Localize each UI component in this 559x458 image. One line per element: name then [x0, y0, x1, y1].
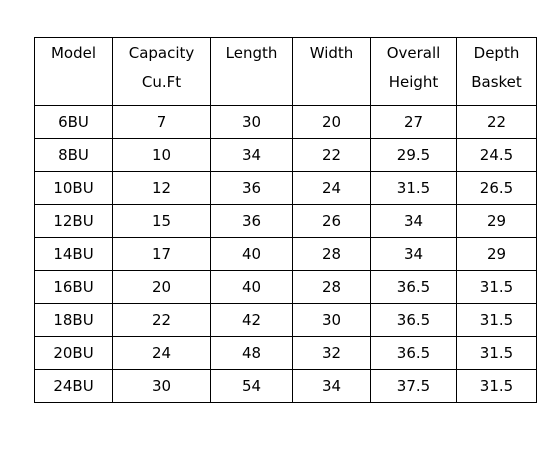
- specifications-table: Model Capacity Cu.Ft Length Width Overal…: [34, 37, 537, 403]
- depth-basket-cell: 31.5: [456, 336, 537, 370]
- model-cell: 6BU: [34, 105, 113, 139]
- length-cell: 30: [210, 105, 293, 139]
- overall-height-cell: 36.5: [370, 336, 457, 370]
- table-row: 20BU 24 48 32 36.5 31.5: [34, 336, 537, 370]
- depth-basket-cell: 24.5: [456, 138, 537, 172]
- depth-basket-cell: 31.5: [456, 270, 537, 304]
- overall-height-cell: 34: [370, 237, 457, 271]
- model-cell: 14BU: [34, 237, 113, 271]
- width-cell: 28: [292, 270, 371, 304]
- depth-basket-cell: 31.5: [456, 369, 537, 403]
- width-cell: 30: [292, 303, 371, 337]
- table-row: 16BU 20 40 28 36.5 31.5: [34, 270, 537, 304]
- depth-basket-cell: 26.5: [456, 171, 537, 205]
- header-depth-basket: Depth Basket: [456, 37, 537, 106]
- width-cell: 32: [292, 336, 371, 370]
- width-cell: 34: [292, 369, 371, 403]
- model-cell: 18BU: [34, 303, 113, 337]
- header-model: Model: [34, 37, 113, 106]
- depth-basket-cell: 22: [456, 105, 537, 139]
- length-cell: 34: [210, 138, 293, 172]
- capacity-cell: 10: [112, 138, 211, 172]
- overall-height-cell: 37.5: [370, 369, 457, 403]
- overall-height-cell: 31.5: [370, 171, 457, 205]
- length-cell: 42: [210, 303, 293, 337]
- overall-height-cell: 27: [370, 105, 457, 139]
- length-cell: 40: [210, 237, 293, 271]
- header-row: Model Capacity Cu.Ft Length Width Overal…: [34, 37, 537, 106]
- header-length: Length: [210, 37, 293, 106]
- model-cell: 16BU: [34, 270, 113, 304]
- table-header: Model Capacity Cu.Ft Length Width Overal…: [34, 37, 537, 106]
- table-row: 18BU 22 42 30 36.5 31.5: [34, 303, 537, 337]
- length-cell: 40: [210, 270, 293, 304]
- capacity-cell: 22: [112, 303, 211, 337]
- model-cell: 10BU: [34, 171, 113, 205]
- model-cell: 20BU: [34, 336, 113, 370]
- header-overall-height: Overall Height: [370, 37, 457, 106]
- length-cell: 48: [210, 336, 293, 370]
- length-cell: 36: [210, 171, 293, 205]
- overall-height-cell: 36.5: [370, 270, 457, 304]
- width-cell: 22: [292, 138, 371, 172]
- length-cell: 36: [210, 204, 293, 238]
- capacity-cell: 12: [112, 171, 211, 205]
- table-row: 14BU 17 40 28 34 29: [34, 237, 537, 271]
- table-row: 24BU 30 54 34 37.5 31.5: [34, 369, 537, 403]
- table-row: 6BU 7 30 20 27 22: [34, 105, 537, 139]
- model-cell: 12BU: [34, 204, 113, 238]
- header-capacity: Capacity Cu.Ft: [112, 37, 211, 106]
- table-row: 8BU 10 34 22 29.5 24.5: [34, 138, 537, 172]
- table-row: 10BU 12 36 24 31.5 26.5: [34, 171, 537, 205]
- overall-height-cell: 29.5: [370, 138, 457, 172]
- capacity-cell: 30: [112, 369, 211, 403]
- width-cell: 26: [292, 204, 371, 238]
- header-width: Width: [292, 37, 371, 106]
- table-row: 12BU 15 36 26 34 29: [34, 204, 537, 238]
- depth-basket-cell: 29: [456, 204, 537, 238]
- capacity-cell: 20: [112, 270, 211, 304]
- table-body: 6BU 7 30 20 27 22 8BU 10 34 22 29.5 24.5 10BU 12 36 24 3…: [34, 105, 537, 403]
- model-cell: 8BU: [34, 138, 113, 172]
- capacity-cell: 7: [112, 105, 211, 139]
- model-cell: 24BU: [34, 369, 113, 403]
- capacity-cell: 15: [112, 204, 211, 238]
- width-cell: 28: [292, 237, 371, 271]
- capacity-cell: 24: [112, 336, 211, 370]
- length-cell: 54: [210, 369, 293, 403]
- capacity-cell: 17: [112, 237, 211, 271]
- depth-basket-cell: 31.5: [456, 303, 537, 337]
- width-cell: 24: [292, 171, 371, 205]
- overall-height-cell: 34: [370, 204, 457, 238]
- depth-basket-cell: 29: [456, 237, 537, 271]
- overall-height-cell: 36.5: [370, 303, 457, 337]
- width-cell: 20: [292, 105, 371, 139]
